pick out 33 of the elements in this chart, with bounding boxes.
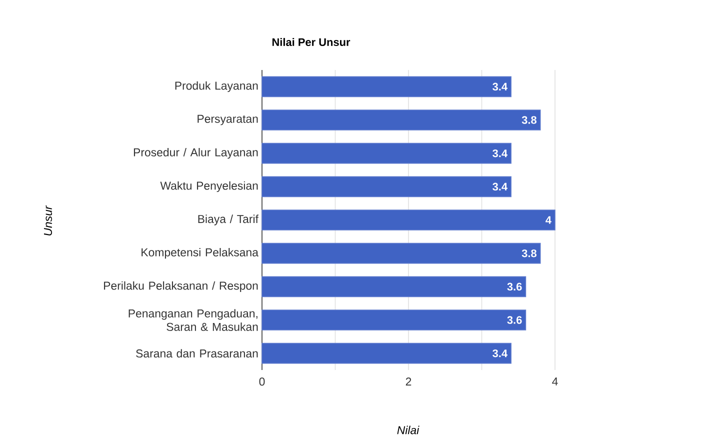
x-tick-label: 2: [406, 378, 412, 386]
y-tick-label: Kompetensi Pelaksana: [142, 248, 258, 259]
y-tick-label: Produk Layanan: [175, 81, 258, 92]
y-tick-label: Sarana dan Prasaranan: [136, 349, 258, 358]
bar: [262, 110, 541, 130]
y-tick-label: Penanganan Pengaduan, Saran & Masukan: [128, 309, 258, 331]
data-label: 4: [546, 216, 552, 224]
y-tick-label: Biaya / Tarif: [198, 214, 258, 226]
x-tick-label: 0: [259, 378, 265, 386]
data-label: 3.4: [492, 149, 508, 158]
bar: [262, 242, 541, 264]
x-tick-label: 4: [552, 378, 558, 386]
y-axis-title: Unsur: [44, 205, 52, 236]
y-tick-label: Waktu Penyelesian: [160, 181, 258, 192]
bar: [262, 276, 526, 298]
data-label: 3.6: [507, 316, 522, 324]
data-label: 3.8: [522, 249, 536, 258]
bar: [262, 342, 512, 364]
bar: [262, 142, 512, 164]
data-label: 3.4: [492, 82, 508, 91]
bar: [262, 310, 526, 330]
data-label: 3.8: [522, 116, 536, 124]
y-tick-label: Prosedur / Alur Layanan: [134, 148, 258, 159]
y-tick-label: Persyaratan: [198, 114, 258, 126]
data-label: 3.4: [492, 349, 508, 358]
data-label: 3.6: [507, 282, 522, 291]
bar: [262, 76, 512, 98]
y-tick-label: Perilaku Pelaksanan / Respon: [104, 281, 258, 292]
bar: [262, 210, 556, 230]
chart-title: Nilai Per Unsur: [272, 38, 350, 46]
x-axis-title: Nilai: [397, 426, 420, 434]
bar: [262, 176, 512, 198]
data-label: 3.4: [492, 182, 508, 191]
